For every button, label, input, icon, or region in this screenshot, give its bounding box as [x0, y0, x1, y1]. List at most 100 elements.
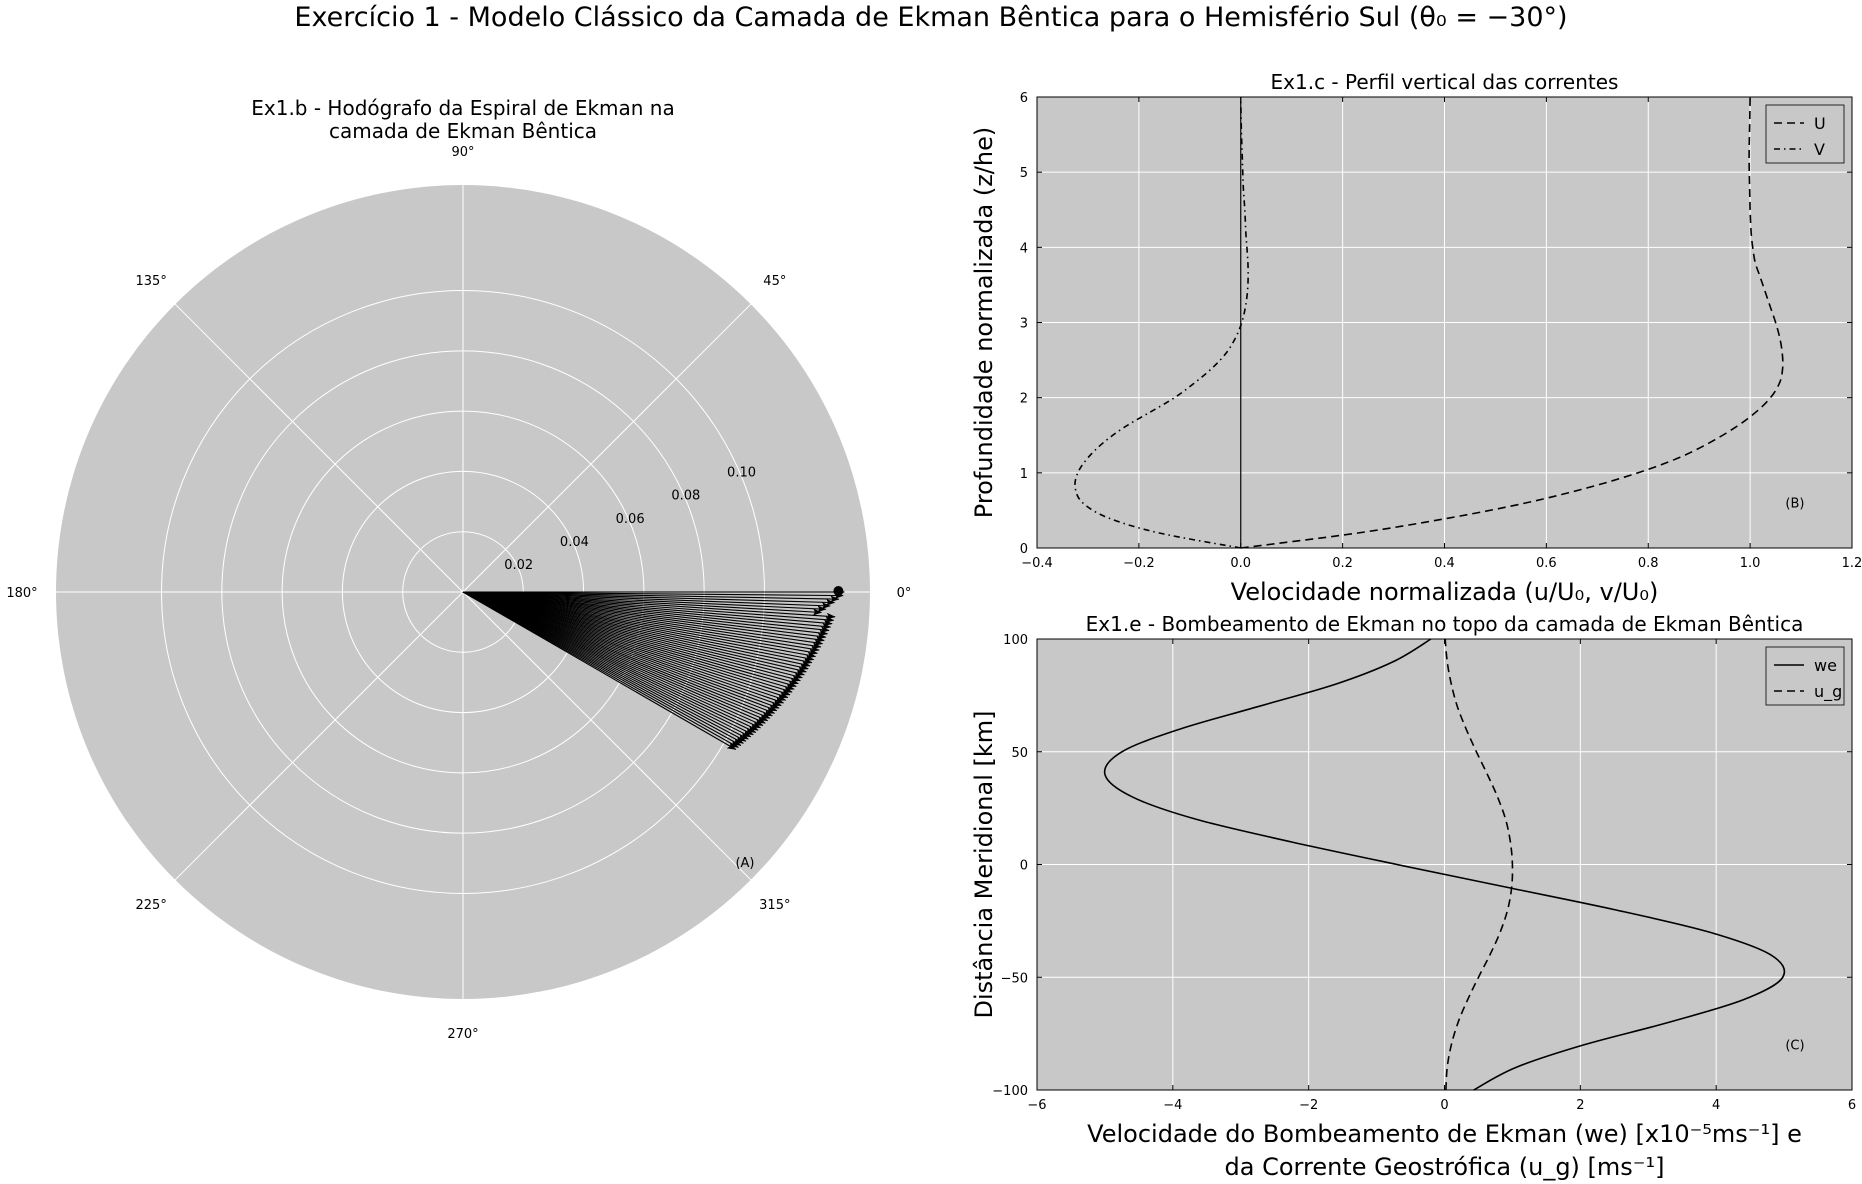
- polar-angular-tick-label: 225°: [136, 898, 167, 913]
- legend-box: [1765, 646, 1845, 706]
- legend-label: we: [1814, 656, 1837, 675]
- polar-arrow: [462, 591, 840, 603]
- x-tick-label: 0: [1440, 1098, 1448, 1113]
- x-tick-label: 0.8: [1638, 556, 1659, 571]
- y-tick-label: 1: [1020, 467, 1028, 482]
- polar-arrow: [462, 591, 813, 665]
- y-tick-label: 3: [1020, 317, 1028, 332]
- y-tick-label: 2: [1020, 392, 1028, 407]
- panel-title: Ex1.e - Bombeamento de Ekman no topo da …: [1086, 612, 1804, 636]
- polar-arrow: [462, 591, 836, 620]
- x-tick-label: 0.2: [1332, 556, 1353, 571]
- polar-radial-tick-label: 0.08: [671, 489, 700, 504]
- legend-label: u_g: [1814, 682, 1842, 702]
- series-line-v: [1074, 96, 1249, 549]
- polar-arrow: [462, 591, 824, 646]
- polar-radial-tick-label: 0.10: [727, 466, 756, 481]
- polar-grid: [56, 185, 870, 999]
- axes-frame: [1036, 638, 1853, 1091]
- polar-arrow: [462, 591, 827, 640]
- panel-label: (B): [1785, 496, 1804, 511]
- polar-angular-gridline: [174, 303, 464, 593]
- polar-title-line-2: camada de Ekman Bêntica: [329, 119, 597, 143]
- polar-arrow: [462, 591, 835, 624]
- x-tick-label: −4: [1163, 1098, 1182, 1113]
- x-tick-label: 2: [1576, 1098, 1584, 1113]
- y-tick-label: 4: [1020, 241, 1028, 256]
- y-tick-label: −100: [992, 1084, 1028, 1099]
- x-tick-label: 6: [1848, 1098, 1856, 1113]
- x-tick-label: −0.2: [1123, 556, 1155, 571]
- polar-arrow: [462, 591, 825, 643]
- y-axis-label: Profundidade normalizada (z/he): [970, 127, 998, 518]
- x-axis-label-line: Velocidade do Bombeamento de Ekman (we) …: [1087, 1120, 1802, 1148]
- polar-arrow: [462, 591, 833, 627]
- polar-hodograph-chart: Ex1.b - Hodógrafo da Espiral de Ekman na…: [6, 96, 911, 1042]
- polar-arrow: [462, 591, 836, 606]
- polar-arrow: [462, 591, 803, 680]
- x-tick-label: −6: [1027, 1098, 1046, 1113]
- legend-label: U: [1814, 114, 1826, 133]
- polar-angular-gridline: [462, 303, 752, 593]
- ekman-pumping-chart: −6 −4 −2 0 2 4 6 −100 −50 0 50 100 Ex1.e - Bombeamen…: [970, 612, 1856, 1181]
- polar-panel-label: (A): [735, 856, 754, 871]
- polar-arrow: [462, 591, 844, 600]
- polar-angular-tick-label: 45°: [763, 274, 786, 289]
- x-tick-label: 1.0: [1740, 556, 1761, 571]
- polar-angular-gridline: [174, 591, 464, 881]
- polar-arrow: [462, 591, 737, 751]
- polar-radial-tick-label: 0.02: [504, 558, 533, 573]
- polar-arrow: [462, 591, 829, 637]
- y-tick-label: 6: [1020, 91, 1028, 106]
- polar-arrow: [462, 591, 822, 650]
- polar-arrow: [462, 591, 818, 656]
- x-tick-label: 4: [1712, 1098, 1720, 1113]
- polar-arrow: [462, 591, 831, 610]
- panel-title: Ex1.c - Perfil vertical das correntes: [1271, 70, 1619, 94]
- polar-angular-tick-label: 90°: [451, 145, 474, 160]
- polar-angular-tick-label: 180°: [6, 586, 37, 601]
- polar-radial-tick-label: 0.04: [560, 535, 589, 550]
- polar-arrow: [462, 591, 811, 668]
- x-axis-label: Velocidade normalizada (u/U₀, v/U₀): [1231, 578, 1659, 606]
- polar-arrow: [462, 591, 815, 662]
- x-axis-label-line: da Corrente Geostrófica (u_g) [ms⁻¹]: [1225, 1153, 1665, 1181]
- vertical-profile-chart: −0.4 −0.2 0.0 0.2 0.4 0.6 0.8 1.0 1.2 0 1 2 3 4 5 6 Ex1.…: [970, 70, 1862, 606]
- polar-arrows: [462, 586, 845, 751]
- polar-arrow: [462, 591, 801, 682]
- y-tick-label: 100: [1003, 633, 1028, 648]
- legend-box: [1765, 104, 1845, 164]
- x-tick-label: −2: [1299, 1098, 1318, 1113]
- series-line-ug: [1444, 638, 1514, 1091]
- x-tick-label: 0.0: [1230, 556, 1251, 571]
- y-tick-label: 0: [1020, 859, 1028, 874]
- y-tick-label: 0: [1020, 542, 1028, 557]
- y-tick-label: −50: [1001, 971, 1028, 986]
- polar-arrow: [462, 591, 805, 677]
- figure-suptitle: Exercício 1 - Modelo Clássico da Camada …: [294, 2, 1567, 33]
- polar-arrow: [462, 591, 807, 674]
- polar-angular-tick-label: 315°: [759, 898, 790, 913]
- y-tick-label: 50: [1011, 746, 1028, 761]
- y-axis-label: Distância Meridional [km]: [970, 711, 998, 1019]
- polar-arrow-cluster: [833, 586, 844, 596]
- polar-arrow: [462, 591, 822, 616]
- series-line-u: [1240, 96, 1784, 549]
- polar-radial-tick-label: 0.06: [616, 512, 645, 527]
- polar-arrow: [462, 591, 820, 653]
- polar-arrow: [462, 591, 809, 671]
- x-tick-label: 0.4: [1434, 556, 1455, 571]
- y-tick-label: 5: [1020, 166, 1028, 181]
- x-tick-label: 0.6: [1536, 556, 1557, 571]
- x-tick-label: −0.4: [1021, 556, 1053, 571]
- polar-labels: 0.02 0.04 0.06 0.08 0.10 0° 45° 90° 135° 180° 225°…: [6, 145, 911, 1042]
- polar-arrow: [462, 591, 827, 613]
- polar-arrow: [462, 591, 830, 634]
- polar-angular-gridline: [462, 591, 752, 881]
- legend-label: V: [1814, 140, 1825, 159]
- panel-label: (C): [1785, 1038, 1804, 1053]
- polar-arrow: [462, 591, 817, 659]
- polar-angular-tick-label: 135°: [136, 274, 167, 289]
- axes-frame: [1036, 96, 1853, 549]
